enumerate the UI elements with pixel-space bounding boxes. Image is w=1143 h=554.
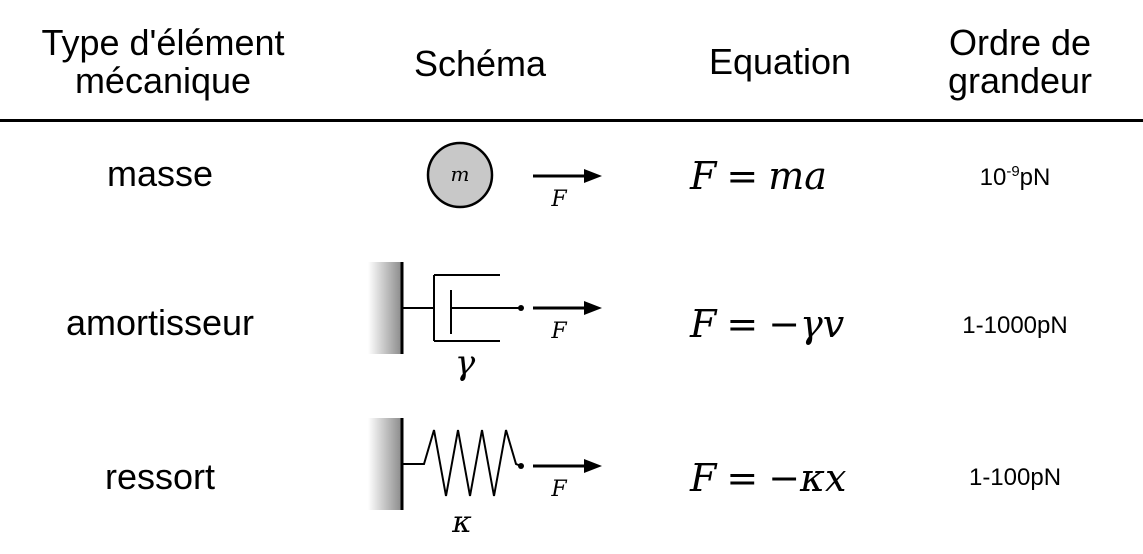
header-divider bbox=[0, 119, 1143, 122]
spring-coil bbox=[402, 429, 522, 497]
equation-amortisseur: F = −γv bbox=[690, 302, 844, 346]
spring-diagram bbox=[368, 418, 602, 510]
wall-spring bbox=[368, 418, 402, 510]
equation-ressort: F = −κx bbox=[690, 456, 846, 500]
magnitude-ressort: 1-100pN bbox=[968, 464, 1062, 491]
header-equation: Equation bbox=[708, 41, 852, 82]
force-label-damper: F bbox=[551, 319, 567, 344]
eq-rhs: ma bbox=[768, 154, 827, 198]
magnitude-exponent: -9 bbox=[1006, 163, 1020, 180]
header-schema: Schéma bbox=[413, 43, 547, 84]
force-arrow-mass bbox=[533, 169, 602, 183]
damper-symbol: γ bbox=[454, 343, 476, 383]
equation-masse: F = ma bbox=[690, 154, 827, 198]
magnitude-unit: pN bbox=[1019, 164, 1051, 191]
eq-op: = bbox=[726, 154, 759, 198]
magnitude-base: 10 bbox=[979, 164, 1007, 191]
eq-rhs: −γv bbox=[768, 302, 845, 346]
mass-ball bbox=[426, 141, 494, 209]
magnitude-masse: 10-9pN bbox=[905, 163, 1125, 192]
header-magnitude: Ordre de grandeur bbox=[947, 22, 1093, 101]
eq-lhs: F bbox=[690, 302, 717, 346]
mass-diagram bbox=[426, 141, 602, 209]
eq-rhs: −κx bbox=[768, 456, 847, 500]
row-type-masse: masse bbox=[106, 153, 214, 194]
force-label-mass: F bbox=[551, 187, 567, 212]
force-label-spring: F bbox=[551, 477, 567, 502]
wall-damper bbox=[368, 262, 402, 354]
mass-symbol: m bbox=[450, 162, 470, 186]
eq-lhs: F bbox=[690, 456, 717, 500]
eq-lhs: F bbox=[690, 154, 717, 198]
force-arrow-damper bbox=[533, 301, 602, 315]
row-type-ressort: ressort bbox=[104, 456, 216, 497]
row-type-amortisseur: amortisseur bbox=[65, 302, 255, 343]
eq-op: = bbox=[726, 302, 759, 346]
eq-op: = bbox=[726, 456, 759, 500]
damper-diagram bbox=[368, 262, 602, 354]
magnitude-amortisseur: 1-1000pN bbox=[962, 312, 1068, 339]
spring-symbol: κ bbox=[452, 505, 472, 540]
header-type: Type d'élément mécanique bbox=[41, 22, 285, 101]
force-arrow-spring bbox=[533, 459, 602, 473]
